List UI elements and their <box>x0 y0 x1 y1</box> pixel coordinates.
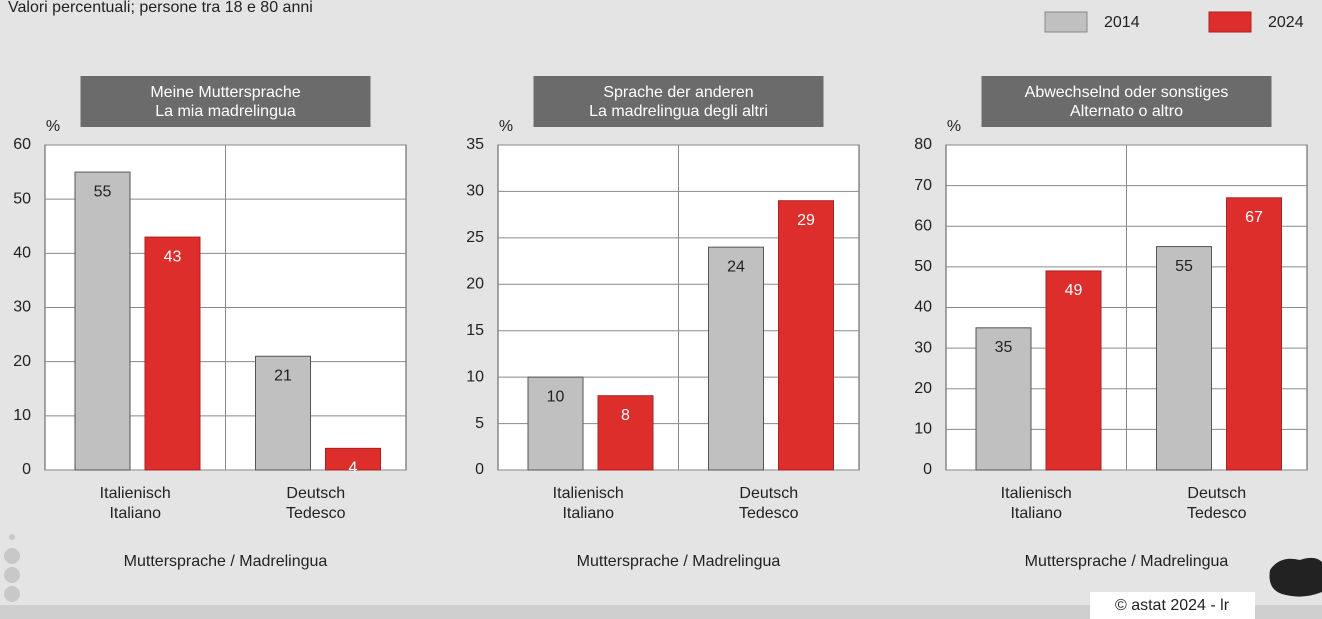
value-label: 29 <box>797 212 815 229</box>
chart-title: La madrelingua degli altri <box>589 103 768 120</box>
y-axis-label: % <box>46 118 60 135</box>
y-tick-label: 0 <box>475 461 484 478</box>
legend-swatch <box>1208 11 1252 33</box>
y-tick-label: 5 <box>475 415 484 432</box>
decoration <box>9 534 15 540</box>
x-tick-label: Italienisch <box>553 485 624 502</box>
decoration <box>4 567 20 583</box>
x-tick-label: Tedesco <box>739 505 799 522</box>
title-box <box>981 76 1272 127</box>
value-label: 4 <box>349 460 358 477</box>
legend-label: 2014 <box>1104 14 1140 31</box>
legend-swatch <box>1044 11 1088 33</box>
value-label: 21 <box>274 367 292 384</box>
chart-title: La mia madrelingua <box>155 103 296 120</box>
x-tick-label: Deutsch <box>1187 485 1246 502</box>
x-tick-label: Italiano <box>1010 505 1062 522</box>
value-label: 49 <box>1065 282 1083 299</box>
title-box <box>533 76 824 127</box>
bar <box>1045 270 1102 471</box>
y-tick-label: 0 <box>22 461 31 478</box>
y-tick-label: 25 <box>466 229 484 246</box>
bar <box>708 246 764 471</box>
value-label: 55 <box>1175 258 1193 275</box>
bar <box>74 171 131 471</box>
y-tick-label: 70 <box>914 177 932 194</box>
value-label: 24 <box>727 258 745 275</box>
bar <box>597 395 654 471</box>
y-tick-label: 15 <box>466 322 484 339</box>
legend-label: 2024 <box>1268 14 1304 31</box>
bar <box>1156 246 1212 471</box>
footer-box <box>1090 592 1255 619</box>
decoration <box>4 586 20 602</box>
y-tick-label: 35 <box>466 136 484 153</box>
bar <box>325 447 381 471</box>
y-tick-label: 10 <box>914 421 932 438</box>
y-tick-label: 30 <box>914 339 932 356</box>
y-tick-label: 50 <box>13 190 31 207</box>
x-tick-label: Italiano <box>562 505 614 522</box>
chart-title: Meine Muttersprache <box>150 84 300 101</box>
x-tick-label: Italiano <box>109 505 161 522</box>
value-label: 43 <box>164 248 182 265</box>
x-tick-label: Deutsch <box>739 485 798 502</box>
x-tick-label: Tedesco <box>1187 505 1247 522</box>
y-tick-label: 80 <box>914 136 932 153</box>
y-tick-label: 20 <box>914 380 932 397</box>
x-axis-label: Muttersprache / Madrelingua <box>124 553 328 570</box>
value-label: 55 <box>94 183 112 200</box>
y-tick-label: 30 <box>13 299 31 316</box>
bar <box>1226 197 1282 471</box>
y-tick-label: 20 <box>13 353 31 370</box>
decoration <box>4 548 20 564</box>
bar <box>255 355 311 471</box>
x-tick-label: Italienisch <box>1001 485 1072 502</box>
y-tick-label: 40 <box>914 299 932 316</box>
x-tick-label: Deutsch <box>286 485 345 502</box>
title-box <box>80 76 371 127</box>
footer: © astat 2024 - lr <box>1115 597 1230 614</box>
subtitle: Valori percentuali; persone tra 18 e 80 … <box>8 0 313 16</box>
y-tick-label: 0 <box>923 461 932 478</box>
y-tick-label: 40 <box>13 245 31 262</box>
x-tick-label: Italienisch <box>100 485 171 502</box>
y-axis-label: % <box>947 118 961 135</box>
chart-title: Abwechselnd oder sonstiges <box>1025 84 1229 101</box>
bar <box>975 327 1032 471</box>
bar <box>144 236 201 471</box>
value-label: 35 <box>995 339 1013 356</box>
y-tick-label: 30 <box>466 183 484 200</box>
x-tick-label: Tedesco <box>286 505 346 522</box>
y-tick-label: 60 <box>914 217 932 234</box>
x-axis-label: Muttersprache / Madrelingua <box>1025 553 1229 570</box>
bar <box>778 200 834 471</box>
value-label: 10 <box>547 388 565 405</box>
y-tick-label: 20 <box>466 276 484 293</box>
logo <box>1269 557 1322 597</box>
x-axis-label: Muttersprache / Madrelingua <box>577 553 781 570</box>
y-tick-label: 50 <box>914 258 932 275</box>
bottom-strip <box>0 605 1322 619</box>
bar <box>527 376 584 471</box>
value-label: 8 <box>621 407 630 424</box>
y-tick-label: 10 <box>466 368 484 385</box>
y-axis-label: % <box>499 118 513 135</box>
chart-title: Sprache der anderen <box>603 84 753 101</box>
y-tick-label: 10 <box>13 407 31 424</box>
chart-title: Alternato o altro <box>1070 103 1183 120</box>
value-label: 67 <box>1245 209 1263 226</box>
y-tick-label: 60 <box>13 136 31 153</box>
